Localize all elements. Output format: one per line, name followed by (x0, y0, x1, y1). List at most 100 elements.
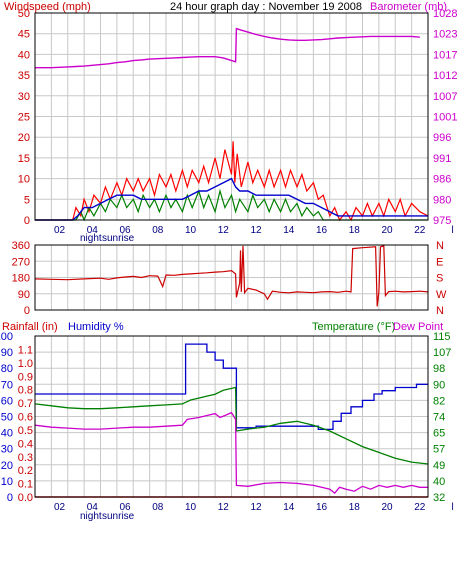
x-tick-label: 06 (120, 502, 132, 513)
rain-tick-label: 0.0 (18, 492, 33, 504)
barometer-tick-label: 996 (433, 132, 451, 144)
humidity-tick-label: 70 (1, 379, 13, 391)
wind-speed-line (35, 188, 428, 222)
panel-direction-frame (34, 244, 429, 311)
x-tick-label: 10 (185, 225, 197, 236)
wind-tick-label: 20 (18, 132, 30, 144)
temperature-tick-label: 82 (433, 395, 445, 407)
compass-label: S (436, 273, 443, 285)
humidity-tick-label: 30 (1, 444, 13, 456)
temperature-tick-label: 40 (433, 476, 445, 488)
x-tick-label: 16 (316, 502, 328, 513)
wind-tick-label: 45 (18, 29, 30, 41)
night-label-top: night (80, 233, 102, 244)
wind-tick-label: 25 (18, 112, 30, 124)
direction-tick-label: 270 (12, 256, 30, 268)
temperature-line (34, 386, 429, 465)
x-tick-label: 08 (152, 225, 164, 236)
temperature-tick-label: 49 (433, 460, 445, 472)
temperature-tick-label: 90 (433, 379, 445, 391)
panel-temperature-frame (34, 335, 429, 498)
x-tick-label: 10 (185, 502, 197, 513)
x-tick-label: 22 (414, 225, 426, 236)
x-tick-label: 16 (316, 225, 328, 236)
x-tick-label: l (451, 225, 453, 236)
barometer-tick-label: 975 (433, 215, 451, 227)
panel-direction-series (34, 245, 429, 307)
direction-tick-label: 180 (12, 273, 30, 285)
compass-label: N (436, 305, 444, 317)
compass-label: E (436, 256, 443, 268)
barometer-axis-title: Barometer (mb) (370, 1, 447, 13)
dewpoint-axis-title: Dew Point (393, 321, 443, 333)
temperature-tick-label: 98 (433, 363, 445, 375)
compass-label: W (436, 289, 447, 301)
x-tick-label: 14 (283, 502, 295, 513)
barometer-tick-label: 1028 (433, 8, 457, 20)
direction-tick-label: 90 (18, 289, 30, 301)
rain-tick-label: 1.0 (18, 358, 33, 370)
x-tick-label: 04 (87, 225, 99, 236)
rain-tick-label: 0.5 (18, 425, 33, 437)
wind-tick-label: 10 (18, 174, 30, 186)
sunrise-label-top: sunrise (102, 233, 135, 244)
humidity-axis-title: Humidity % (68, 321, 124, 333)
humidity-tick-label: 80 (1, 363, 13, 375)
panel-wind-ticks: 0 5 10 15 20 25 30 35 40 45 50 975 980 986 991 996 1001 1… (18, 8, 458, 236)
sunrise-label-bottom: sunrise (102, 511, 135, 522)
rain-tick-label: 0.6 (18, 412, 33, 424)
x-tick-label: 18 (349, 502, 361, 513)
temperature-tick-label: 115 (433, 331, 451, 343)
direction-tick-label: 360 (12, 240, 30, 252)
humidity-tick-label: 0 (7, 492, 13, 504)
panel-wind-frame (34, 12, 429, 221)
x-tick-label: 04 (87, 502, 99, 513)
barometer-line (35, 27, 420, 69)
humidity-line (35, 343, 428, 431)
barometer-tick-label: 991 (433, 153, 451, 165)
x-tick-label: 06 (120, 225, 132, 236)
x-tick-label: 20 (382, 225, 394, 236)
x-tick-label: 12 (251, 225, 263, 236)
barometer-tick-label: 1007 (433, 91, 457, 103)
wind-tick-label: 15 (18, 153, 30, 165)
humidity-tick-label: 100 (0, 331, 13, 343)
panel-temperature-ticks: 0 10 20 30 40 50 60 70 80 90 100 0.00.1 0.20.3 0.40.5… (0, 331, 454, 513)
x-tick-label: 02 (54, 502, 66, 513)
temperature-tick-label: 107 (433, 347, 451, 359)
temperature-tick-label: 32 (433, 492, 445, 504)
wind-direction-line (34, 245, 429, 307)
humidity-tick-label: 20 (1, 460, 13, 472)
rain-tick-label: 0.8 (18, 385, 33, 397)
humidity-tick-label: 60 (1, 395, 13, 407)
x-tick-label: 22 (414, 502, 426, 513)
x-tick-label: 12 (251, 502, 263, 513)
night-label-bottom: night (80, 511, 102, 522)
wind-tick-label: 30 (18, 91, 30, 103)
x-tick-label: 12 (218, 502, 230, 513)
humidity-tick-label: 50 (1, 412, 13, 424)
rainfall-axis-title: Rainfall (in) (2, 321, 58, 333)
rain-tick-label: 1.1 (18, 344, 33, 356)
panel-wind-series (35, 27, 429, 222)
wind-average-line (35, 177, 428, 221)
x-tick-label: l (451, 502, 453, 513)
x-tick-label: 18 (349, 225, 361, 236)
x-tick-label: 08 (152, 502, 164, 513)
rain-tick-label: 0.2 (18, 465, 33, 477)
barometer-tick-label: 1012 (433, 70, 457, 82)
barometer-tick-label: 1023 (433, 29, 457, 41)
x-tick-label: 02 (54, 225, 66, 236)
humidity-tick-label: 40 (1, 428, 13, 440)
rain-tick-label: 0.4 (18, 438, 33, 450)
temperature-tick-label: 57 (433, 444, 445, 456)
temperature-axis-title: Temperature (°F) (312, 321, 395, 333)
dewpoint-line (34, 411, 428, 495)
wind-tick-label: 40 (18, 49, 30, 61)
barometer-tick-label: 1001 (433, 112, 457, 124)
x-tick-label: 14 (283, 225, 295, 236)
